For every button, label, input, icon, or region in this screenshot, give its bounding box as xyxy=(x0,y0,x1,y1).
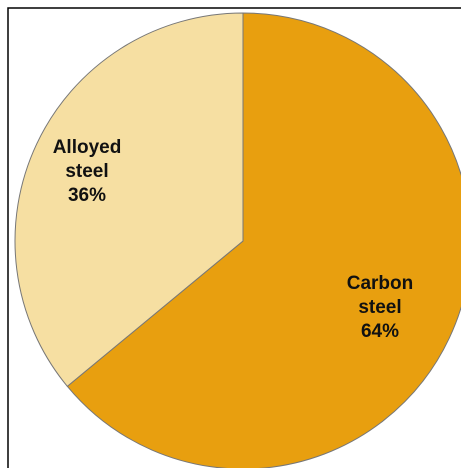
slice-label: Alloyed steel 36% xyxy=(42,136,132,208)
value-label: 64% xyxy=(360,321,400,342)
category-label: Alloyed steel xyxy=(52,137,122,182)
slice-label: Carbon steel 64% xyxy=(335,272,425,344)
frame xyxy=(7,7,461,468)
pie xyxy=(14,12,461,468)
pie-slice xyxy=(66,12,461,468)
pie-slice xyxy=(14,12,244,388)
value-label: 36% xyxy=(67,185,107,206)
category-label: Carbon steel xyxy=(346,273,414,318)
